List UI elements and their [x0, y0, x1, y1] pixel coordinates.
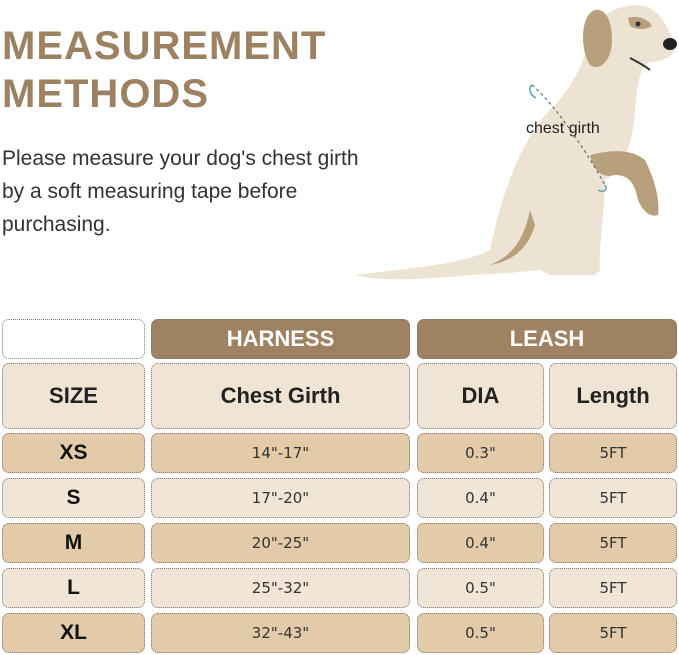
- cell-size: S: [2, 478, 145, 518]
- cell-size: XS: [2, 433, 145, 473]
- cell-chest-girth: 25"-32": [151, 568, 410, 608]
- cell-length: 5FT: [549, 478, 677, 518]
- cell-dia: 0.4": [417, 523, 544, 563]
- cell-length: 5FT: [549, 613, 677, 653]
- dog-illustration: [355, 5, 677, 280]
- empty-corner-cell: [2, 319, 145, 359]
- harness-header: HARNESS: [151, 319, 410, 359]
- cell-chest-girth: 20"-25": [151, 523, 410, 563]
- cell-size: L: [2, 568, 145, 608]
- column-header-size: SIZE: [2, 363, 145, 429]
- cell-size: XL: [2, 613, 145, 653]
- cell-size: M: [2, 523, 145, 563]
- cell-dia: 0.5": [417, 613, 544, 653]
- cell-chest-girth: 32"-43": [151, 613, 410, 653]
- column-header-dia: DIA: [417, 363, 544, 429]
- column-header-chest-girth: Chest Girth: [151, 363, 410, 429]
- cell-length: 5FT: [549, 433, 677, 473]
- title-line-2: METHODS: [2, 72, 209, 116]
- cell-dia: 0.3": [417, 433, 544, 473]
- page-title: MEASUREMENT METHODS: [2, 22, 326, 118]
- cell-length: 5FT: [549, 568, 677, 608]
- title-line-1: MEASUREMENT: [2, 24, 327, 68]
- cell-length: 5FT: [549, 523, 677, 563]
- measurement-instructions: Please measure your dog's chest girth by…: [2, 147, 359, 236]
- column-header-length: Length: [549, 363, 677, 429]
- cell-chest-girth: 14"-17": [151, 433, 410, 473]
- leash-header: LEASH: [417, 319, 677, 359]
- cell-dia: 0.5": [417, 568, 544, 608]
- cell-chest-girth: 17"-20": [151, 478, 410, 518]
- chest-girth-label: chest girth: [526, 120, 600, 137]
- cell-dia: 0.4": [417, 478, 544, 518]
